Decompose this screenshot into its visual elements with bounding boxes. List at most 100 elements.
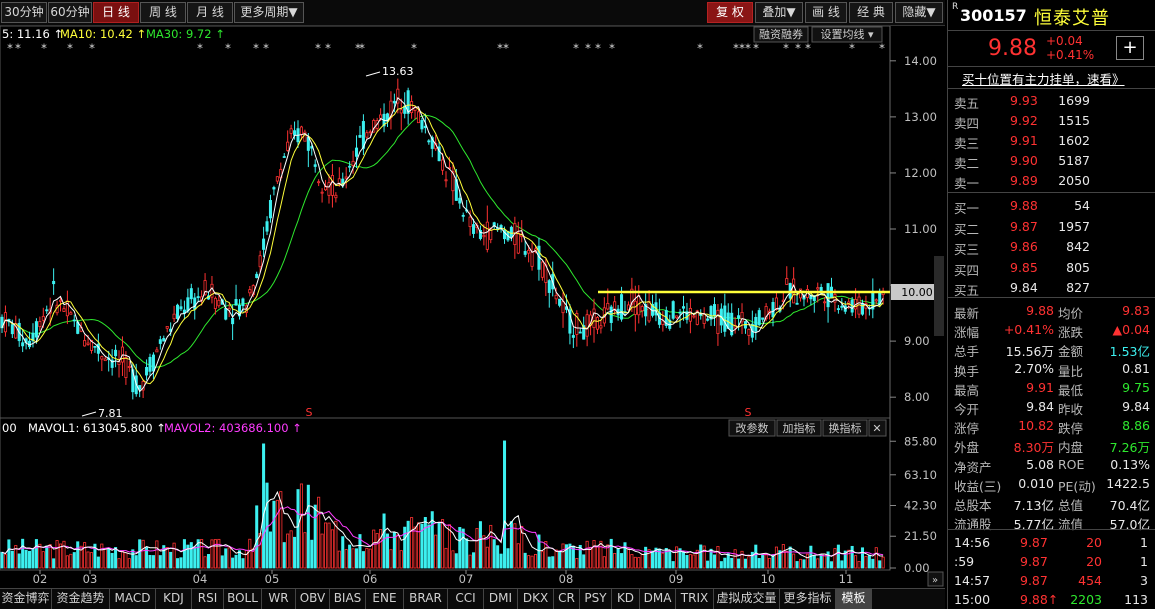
candle-body (458, 197, 462, 204)
tick-time: 14:57 (954, 573, 991, 588)
tick-price: 9.87 (1020, 535, 1048, 550)
hide-dropdown[interactable]: 隐藏▼ (895, 2, 943, 23)
ask-price: 9.90 (1010, 153, 1038, 168)
tab-1[interactable]: 资金趋势 (52, 589, 110, 609)
close-indicator-button[interactable] (868, 419, 887, 437)
set-ma-button[interactable] (811, 26, 883, 43)
volume-bar (355, 548, 359, 569)
candle-body (330, 175, 334, 196)
candle-body (176, 304, 180, 319)
tab-5[interactable]: BOLL (224, 589, 262, 609)
price-axis-label: 8.00 (904, 390, 930, 404)
period-60min-button[interactable]: 60分钟 (48, 2, 92, 23)
event-star-icon: * (263, 41, 269, 55)
add-watchlist-button[interactable]: + (1116, 36, 1144, 60)
volume-bar (41, 551, 45, 569)
tab-19[interactable]: 虚拟成交量 (714, 589, 780, 609)
tab-21[interactable]: 模板 (836, 589, 872, 609)
volume-bar (120, 550, 124, 569)
volume-bar (148, 554, 152, 569)
tab-9[interactable]: ENE (366, 589, 404, 609)
classic-button[interactable]: 经 典 (849, 2, 893, 23)
volume-bar (664, 547, 668, 569)
tab-12[interactable]: DMI (484, 589, 518, 609)
tab-10[interactable]: BRAR (404, 589, 448, 609)
tab-7[interactable]: OBV (296, 589, 330, 609)
price-axis-label: 12.00 (904, 166, 937, 180)
stat-label: 换手 (954, 363, 980, 379)
add-indicator-button[interactable] (776, 419, 822, 437)
candle-body (771, 302, 775, 318)
volume-bar (633, 556, 637, 569)
chart-scrollbar[interactable] (934, 256, 944, 336)
price-axis-label: 9.00 (904, 334, 930, 348)
event-star-icon: * (253, 41, 259, 55)
tab-20[interactable]: 更多指标 (780, 589, 836, 609)
period-daily-button[interactable]: 日 线 (93, 2, 139, 23)
stat-row: 流通股 5.77亿 流值 57.0亿 (948, 512, 1155, 532)
volume-bar (602, 556, 606, 569)
candle-body (255, 273, 259, 279)
volume-bar (781, 544, 785, 569)
tab-18[interactable]: TRIX (676, 589, 714, 609)
kline-chart[interactable]: 5: 11.16 ↑ MA10: 10.42 ↑ MA30: 9.72 ↑ 融资… (0, 26, 945, 588)
tab-3[interactable]: KDJ (156, 589, 192, 609)
tab-16[interactable]: KD (612, 589, 640, 609)
volume-bar (38, 543, 42, 569)
volume-bar (754, 544, 758, 569)
candle-body (138, 385, 142, 390)
candle-body (437, 146, 441, 162)
draw-line-button[interactable]: 画 线 (805, 2, 847, 23)
period-monthly-button[interactable]: 月 线 (187, 2, 233, 23)
period-toolbar: 30分钟 60分钟 日 线 周 线 月 线 更多周期▼ 复 权 叠加▼ 画 线 … (0, 0, 945, 26)
tab-17[interactable]: DMA (640, 589, 676, 609)
tab-8[interactable]: BIAS (330, 589, 366, 609)
change-params-button[interactable] (728, 419, 776, 437)
candle-body (795, 302, 799, 305)
overlay-dropdown[interactable]: 叠加▼ (755, 2, 803, 23)
volume-bar (420, 523, 424, 569)
switch-indicator-button[interactable] (822, 419, 868, 437)
candle-body (478, 230, 482, 239)
stat-row: 总手 15.56万 金额 1.53亿 (948, 339, 1155, 359)
margin-trading-button[interactable] (753, 26, 809, 43)
volume-bar (76, 541, 80, 569)
volume-bar (575, 558, 579, 569)
stat-label: ROE (1058, 456, 1085, 472)
main-force-banner-link[interactable]: 买十位置有主力挂单，速看》 (962, 72, 1125, 87)
candle-body (275, 176, 279, 182)
period-30min-button[interactable]: 30分钟 (1, 2, 47, 23)
scroll-right-button[interactable] (927, 571, 944, 587)
stat-label: 最高 (954, 382, 980, 398)
volume-bar (117, 558, 121, 569)
tab-0[interactable]: 资金博弈 (0, 589, 52, 609)
time-axis-label: 05 (265, 572, 280, 586)
stat-row: 总股本 7.13亿 总值 70.4亿 (948, 493, 1155, 513)
tab-13[interactable]: DKX (518, 589, 554, 609)
adjust-price-button[interactable]: 复 权 (707, 2, 753, 23)
volume-bar (275, 499, 279, 569)
tab-15[interactable]: PSY (580, 589, 612, 609)
period-weekly-button[interactable]: 周 线 (140, 2, 186, 23)
candle-body (93, 345, 97, 348)
more-periods-dropdown[interactable]: 更多周期▼ (234, 2, 304, 23)
tab-2[interactable]: MACD (110, 589, 156, 609)
candle-body (127, 366, 131, 368)
volume-bar (110, 552, 114, 569)
switch-indicator-label: 换指标 (829, 421, 862, 435)
volume-bar (537, 534, 541, 569)
stat-value: 0.010 (1018, 475, 1054, 491)
tab-6[interactable]: WR (262, 589, 296, 609)
volume-bar (293, 536, 297, 569)
event-star-icon: * (225, 41, 231, 55)
volume-bar (626, 548, 630, 569)
volume-bar (79, 545, 83, 569)
volume-bar (585, 540, 589, 569)
tab-11[interactable]: CCI (448, 589, 484, 609)
volume-bar (647, 549, 651, 569)
volume-bar (816, 558, 820, 569)
volume-bar (176, 558, 180, 569)
volume-bar (24, 549, 28, 569)
tab-14[interactable]: CR (554, 589, 580, 609)
tab-4[interactable]: RSI (192, 589, 224, 609)
